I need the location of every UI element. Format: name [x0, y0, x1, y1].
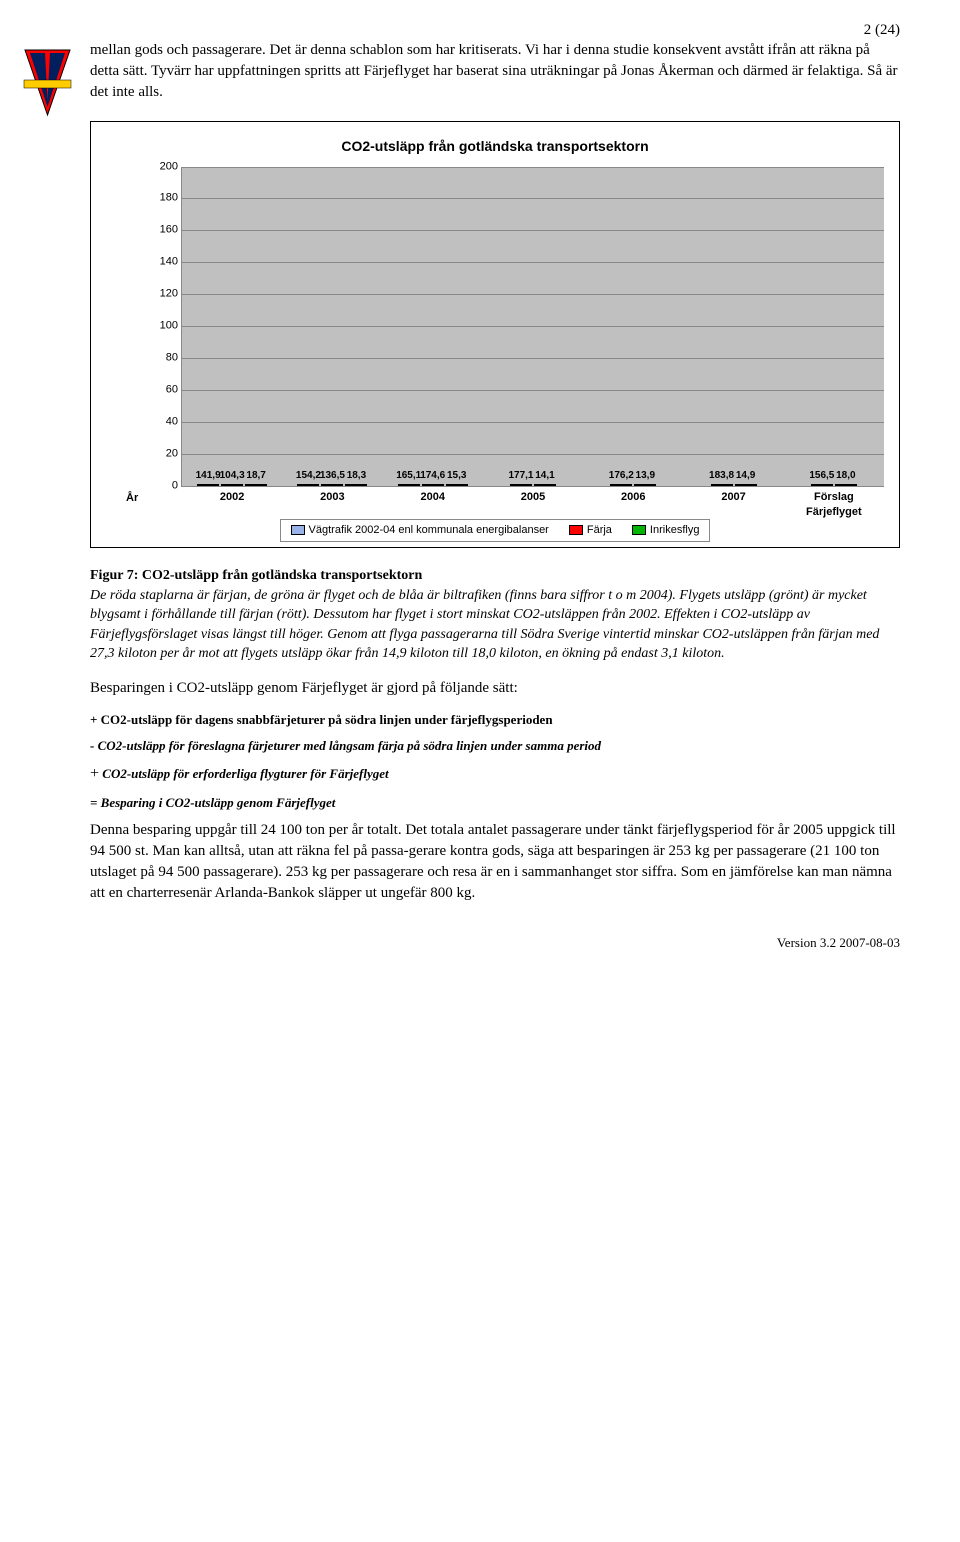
legend-label: Inrikesflyg — [650, 523, 700, 538]
x-axis-label: År — [126, 491, 138, 506]
footer-version: Version 3.2 2007-08-03 — [90, 934, 900, 952]
y-tick: 80 — [154, 350, 182, 365]
bar-value-label: 183,8 — [709, 469, 734, 483]
x-tick: 2002 — [220, 490, 244, 505]
plot-area: 020406080100120140160180200141,9104,318,… — [181, 167, 884, 487]
bar-value-label: 176,2 — [609, 469, 634, 483]
calc-line-2: - CO2-utsläpp för föreslagna färjeturer … — [90, 738, 601, 753]
calc-line-1: + CO2-utsläpp för dagens snabbfärjeturer… — [90, 712, 553, 727]
calc-plus: + — [90, 765, 99, 782]
legend-swatch — [569, 525, 583, 535]
bar-vagtrafik: 154,2 — [297, 484, 319, 486]
bar-group: 165,1174,615,3 — [383, 484, 483, 486]
bar-group: 176,213,9 — [583, 484, 683, 486]
y-tick: 180 — [154, 191, 182, 206]
y-tick: 200 — [154, 159, 182, 174]
bar-farja: 183,8 — [711, 484, 733, 486]
chart-title: CO2-utsläpp från gotländska transportsek… — [106, 137, 884, 157]
bar-inrikesflyg: 14,9 — [735, 484, 757, 486]
logo-icon — [20, 45, 75, 125]
bar-farja: 136,5 — [321, 484, 343, 486]
bar-vagtrafik: 165,1 — [398, 484, 420, 486]
y-tick: 160 — [154, 223, 182, 238]
bar-farja: 177,1 — [510, 484, 532, 486]
figure-caption: Figur 7: CO2-utsläpp från gotländska tra… — [90, 566, 900, 664]
bar-inrikesflyg: 18,3 — [345, 484, 367, 486]
chart-container: CO2-utsläpp från gotländska transportsek… — [90, 121, 900, 548]
legend-item: Färja — [569, 523, 612, 538]
bar-value-label: 177,1 — [508, 469, 533, 483]
bar-value-label: 165,1 — [396, 469, 421, 483]
bar-inrikesflyg: 13,9 — [634, 484, 656, 486]
x-tick: 2007 — [721, 490, 745, 505]
x-tick: 2005 — [521, 490, 545, 505]
bar-value-label: 13,9 — [636, 469, 655, 483]
paragraph-intro: mellan gods och passagerare. Det är denn… — [90, 40, 900, 103]
chart-legend: Vägtrafik 2002-04 enl kommunala energiba… — [280, 519, 711, 542]
bar-value-label: 14,9 — [736, 469, 755, 483]
bar-inrikesflyg: 18,7 — [245, 484, 267, 486]
bar-group: 177,114,1 — [483, 484, 583, 486]
bar-farja: 156,5 — [811, 484, 833, 486]
bar-value-label: 104,3 — [220, 469, 245, 483]
bar-inrikesflyg: 18,0 — [835, 484, 857, 486]
y-tick: 20 — [154, 446, 182, 461]
bar-group: 156,518,0 — [784, 484, 884, 486]
bar-farja: 176,2 — [610, 484, 632, 486]
bar-vagtrafik: 141,9 — [197, 484, 219, 486]
calculation-block: + CO2-utsläpp för dagens snabbfärjeturer… — [90, 711, 900, 812]
page-number: 2 (24) — [864, 20, 900, 41]
bar-value-label: 14,1 — [535, 469, 554, 483]
bar-group: 183,814,9 — [683, 484, 783, 486]
y-tick: 120 — [154, 286, 182, 301]
legend-item: Vägtrafik 2002-04 enl kommunala energiba… — [291, 523, 549, 538]
figure-caption-title: Figur 7: CO2-utsläpp från gotländska tra… — [90, 568, 422, 583]
legend-swatch — [291, 525, 305, 535]
calc-line-3: CO2-utsläpp för erforderliga flygturer f… — [99, 766, 389, 781]
bar-inrikesflyg: 15,3 — [446, 484, 468, 486]
figure-caption-body: De röda staplarna är färjan, de gröna är… — [90, 588, 879, 662]
bar-value-label: 136,5 — [320, 469, 345, 483]
y-tick: 0 — [154, 478, 182, 493]
bar-value-label: 141,9 — [196, 469, 221, 483]
bar-value-label: 18,0 — [836, 469, 855, 483]
x-tick: 2004 — [420, 490, 444, 505]
legend-item: Inrikesflyg — [632, 523, 700, 538]
x-tick: FörslagFärjeflyget — [806, 490, 862, 521]
bar-value-label: 18,7 — [246, 469, 265, 483]
legend-swatch — [632, 525, 646, 535]
x-tick: 2003 — [320, 490, 344, 505]
paragraph-savings-intro: Besparingen i CO2-utsläpp genom Färjefly… — [90, 678, 900, 699]
bar-value-label: 15,3 — [447, 469, 466, 483]
bar-value-label: 154,2 — [296, 469, 321, 483]
y-tick: 60 — [154, 382, 182, 397]
bar-group: 154,2136,518,3 — [282, 484, 382, 486]
y-tick: 140 — [154, 255, 182, 270]
bar-value-label: 18,3 — [347, 469, 366, 483]
bar-value-label: 174,6 — [420, 469, 445, 483]
bar-farja: 174,6 — [422, 484, 444, 486]
paragraph-conclusion: Denna besparing uppgår till 24 100 ton p… — [90, 820, 900, 904]
calc-line-4: = Besparing i CO2-utsläpp genom Färjefly… — [90, 795, 335, 810]
legend-label: Färja — [587, 523, 612, 538]
bar-group: 141,9104,318,7 — [182, 484, 282, 486]
co2-chart: CO2-utsläpp per år 1000-tal ton 02040608… — [151, 167, 884, 507]
y-tick: 100 — [154, 318, 182, 333]
bar-inrikesflyg: 14,1 — [534, 484, 556, 486]
legend-label: Vägtrafik 2002-04 enl kommunala energiba… — [309, 523, 549, 538]
bar-farja: 104,3 — [221, 484, 243, 486]
x-tick: 2006 — [621, 490, 645, 505]
y-tick: 40 — [154, 414, 182, 429]
bar-value-label: 156,5 — [809, 469, 834, 483]
